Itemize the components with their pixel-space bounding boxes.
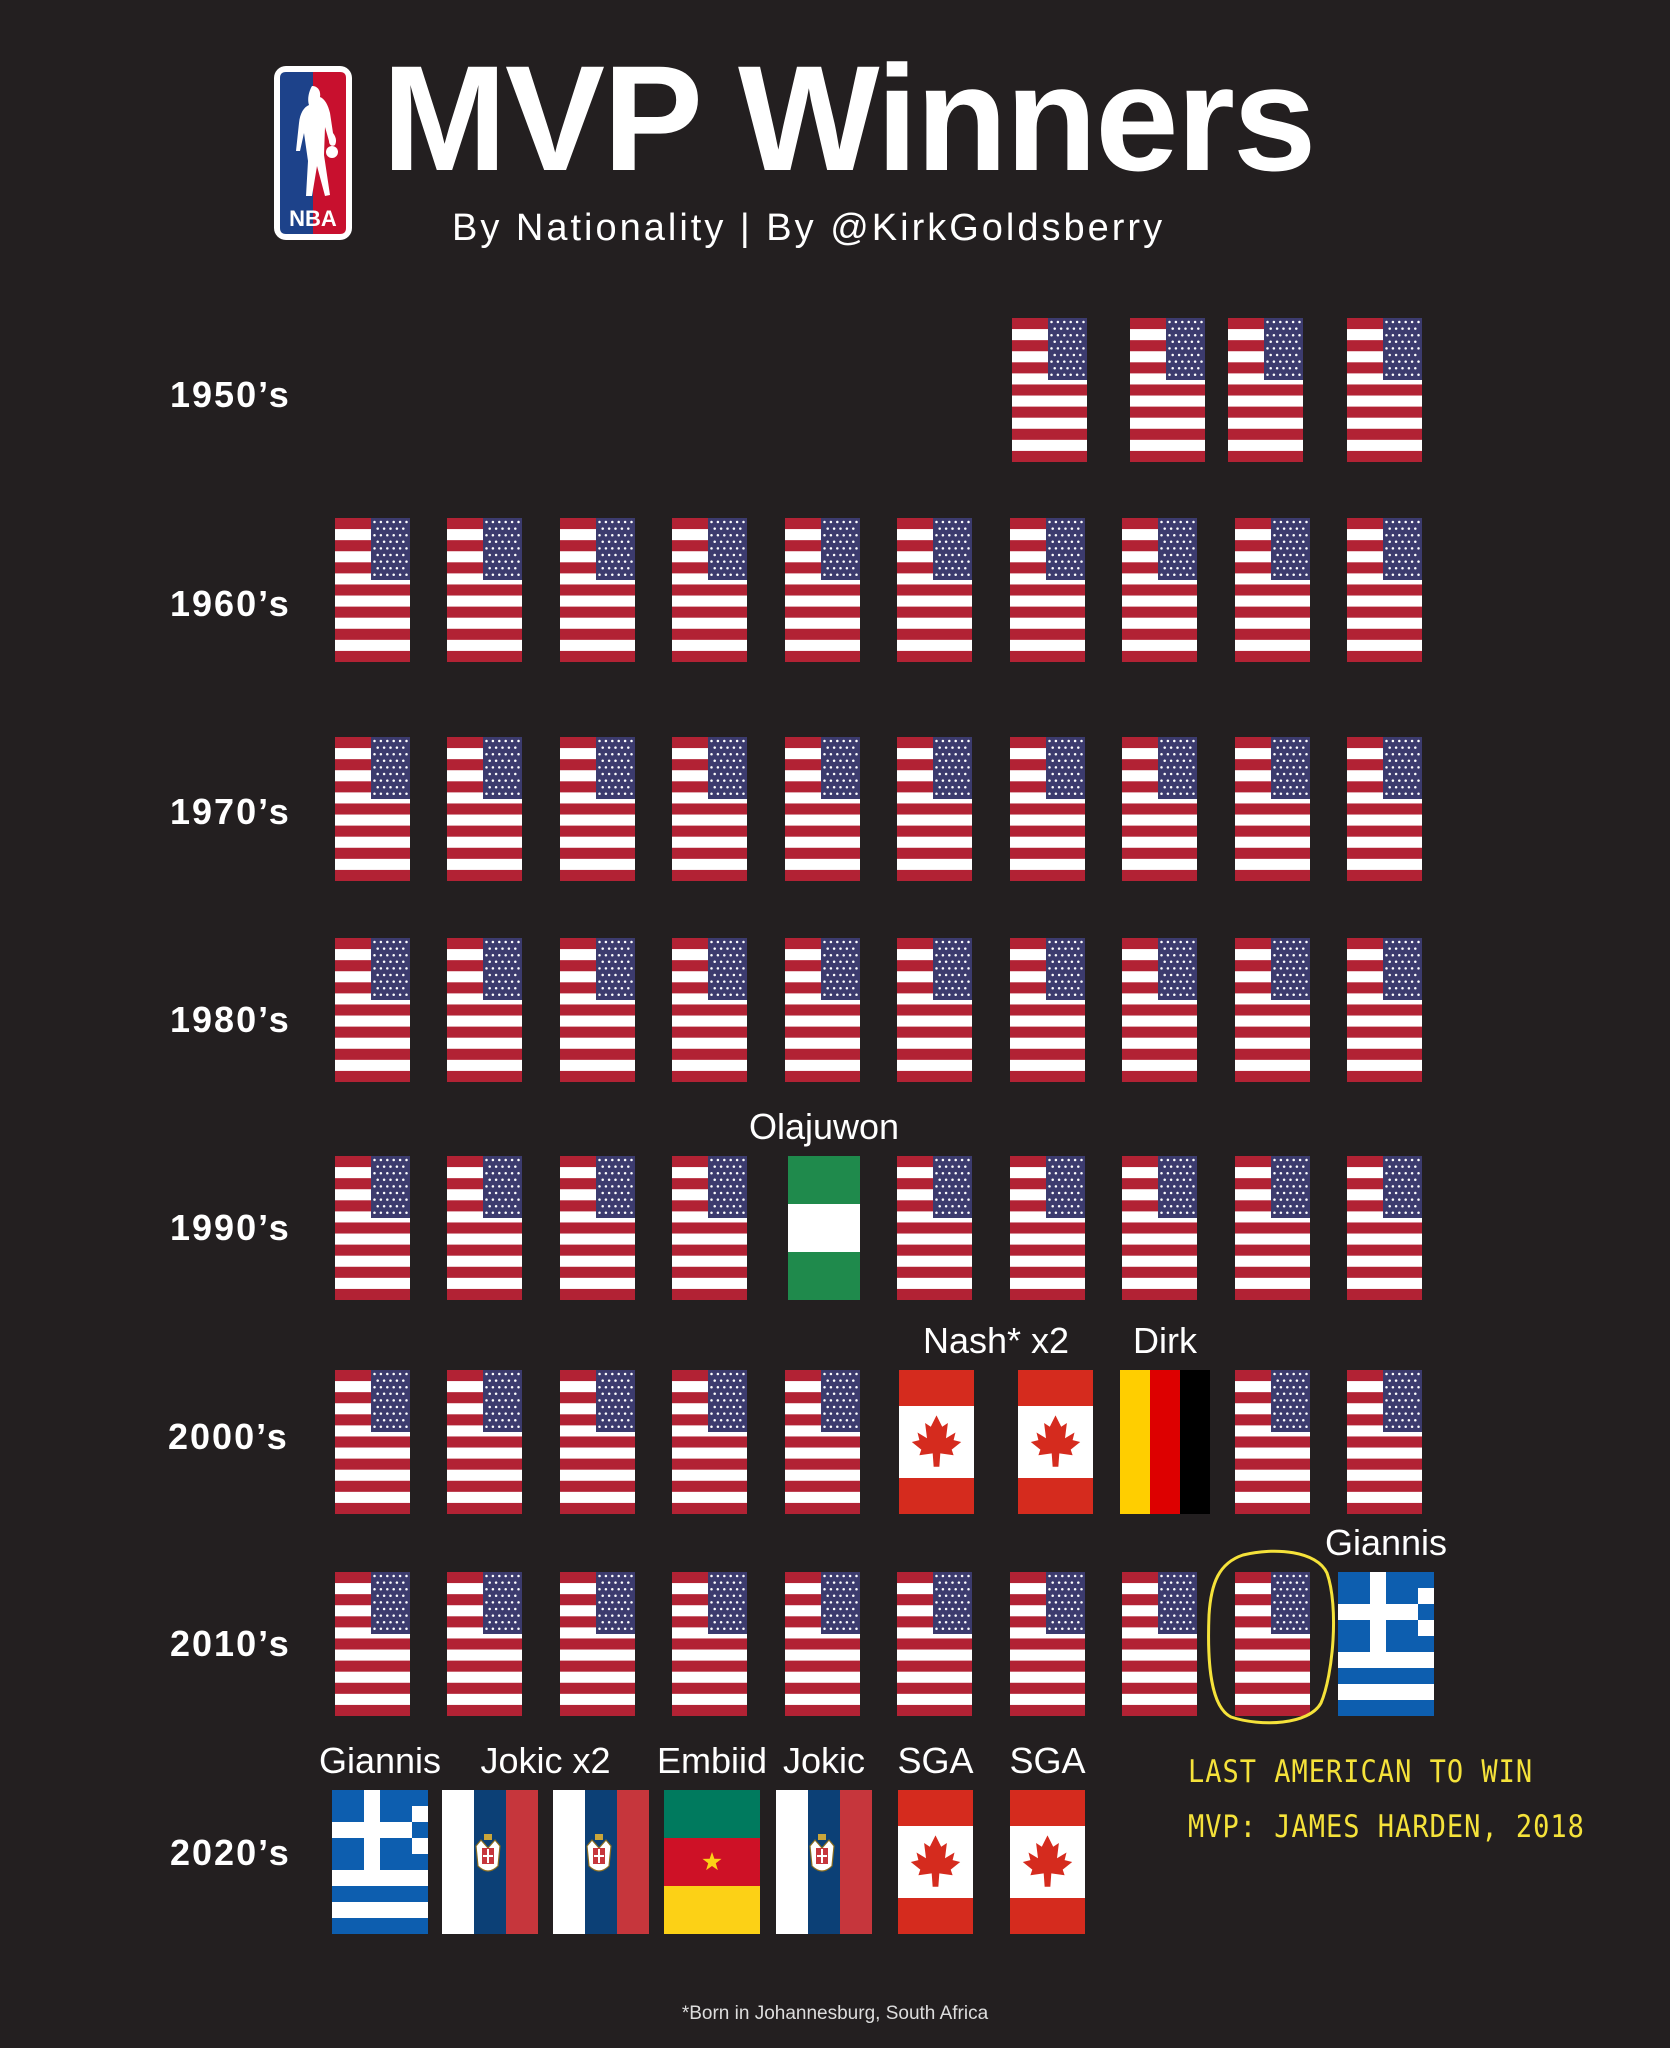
flag-usa — [897, 518, 972, 662]
nba-logo: NBA — [274, 66, 352, 240]
flag-usa — [1347, 318, 1422, 462]
player-label: Olajuwon — [748, 1106, 900, 1147]
page-subtitle: By Nationality | By @KirkGoldsberry — [452, 207, 1166, 249]
flag-usa — [897, 1572, 972, 1716]
flag-usa — [785, 737, 860, 881]
flag-usa — [447, 1156, 522, 1300]
flag-greece — [332, 1790, 428, 1934]
flag-serbia — [553, 1790, 649, 1934]
flag-usa — [1228, 318, 1303, 462]
flag-usa — [1012, 318, 1087, 462]
player-label: Giannis — [318, 1740, 442, 1781]
flag-usa — [1347, 938, 1422, 1082]
flag-canada — [1010, 1790, 1085, 1934]
flag-usa — [560, 518, 635, 662]
flag-usa — [560, 938, 635, 1082]
flag-usa — [447, 1572, 522, 1716]
flag-usa — [672, 1370, 747, 1514]
flag-usa — [672, 1572, 747, 1716]
flag-serbia — [776, 1790, 872, 1934]
flag-usa — [1235, 1572, 1310, 1716]
flag-usa — [335, 938, 410, 1082]
footnote: *Born in Johannesburg, South Africa — [681, 2003, 989, 2024]
flag-usa — [897, 938, 972, 1082]
player-label: Jokic x2 — [480, 1740, 611, 1781]
annotation-line: LAST AMERICAN TO WIN — [1188, 1754, 1534, 1790]
flag-germany — [1120, 1370, 1210, 1514]
flag-usa — [447, 938, 522, 1082]
flag-usa — [672, 1156, 747, 1300]
nba-logo-text: NBA — [289, 206, 337, 231]
flag-usa — [897, 1156, 972, 1300]
flag-canada — [899, 1370, 974, 1514]
flag-canada — [1018, 1370, 1093, 1514]
flag-usa — [785, 1370, 860, 1514]
flag-usa — [1235, 518, 1310, 662]
harden-annotation: LAST AMERICAN TO WIN MVP: JAMES HARDEN, … — [1188, 1745, 1585, 1855]
flag-usa — [1122, 737, 1197, 881]
flag-usa — [560, 737, 635, 881]
player-label: Jokic — [782, 1740, 866, 1781]
player-label: Nash* x2 — [922, 1320, 1070, 1361]
decade-label: 2010’s — [170, 1623, 291, 1664]
flag-usa — [1347, 1156, 1422, 1300]
flag-usa — [785, 938, 860, 1082]
flag-usa — [1347, 737, 1422, 881]
flag-usa — [1122, 1572, 1197, 1716]
flag-usa — [672, 518, 747, 662]
flag-usa — [1235, 1370, 1310, 1514]
page-title: MVP Winners — [382, 34, 1316, 202]
flag-usa — [560, 1572, 635, 1716]
decade-label: 1980’s — [170, 999, 291, 1040]
annotation-line: MVP: JAMES HARDEN, 2018 — [1188, 1809, 1585, 1846]
flag-usa — [447, 1370, 522, 1514]
flag-usa — [560, 1156, 635, 1300]
flag-usa — [785, 518, 860, 662]
flag-nigeria — [788, 1156, 860, 1300]
decade-label: 1960’s — [170, 583, 291, 624]
player-label: Embiid — [656, 1740, 768, 1781]
flag-usa — [1010, 737, 1085, 881]
flag-usa — [1010, 938, 1085, 1082]
flag-canada — [898, 1790, 973, 1934]
flag-usa — [1235, 938, 1310, 1082]
decade-label: 2020’s — [170, 1832, 291, 1873]
player-label: SGA — [1009, 1740, 1086, 1781]
flag-usa — [335, 1156, 410, 1300]
flag-usa — [1122, 1156, 1197, 1300]
flag-usa — [1130, 318, 1205, 462]
player-label: Dirk — [1133, 1320, 1197, 1361]
flag-usa — [1347, 518, 1422, 662]
flag-usa — [447, 518, 522, 662]
flag-usa — [1010, 518, 1085, 662]
flag-usa — [785, 1572, 860, 1716]
flag-usa — [335, 1370, 410, 1514]
flag-cameroon — [664, 1790, 760, 1934]
decade-label: 1950’s — [170, 374, 291, 415]
flag-usa — [560, 1370, 635, 1514]
flag-usa — [1235, 1156, 1310, 1300]
flag-usa — [1122, 938, 1197, 1082]
flag-usa — [1010, 1572, 1085, 1716]
flag-serbia — [442, 1790, 538, 1934]
flag-usa — [335, 1572, 410, 1716]
player-label: Giannis — [1324, 1522, 1448, 1563]
flag-usa — [447, 737, 522, 881]
flag-usa — [335, 518, 410, 662]
flag-usa — [672, 938, 747, 1082]
flag-usa — [897, 737, 972, 881]
flag-usa — [1235, 737, 1310, 881]
decade-label: 2000’s — [168, 1416, 289, 1457]
flag-usa — [1347, 1370, 1422, 1514]
decade-label: 1990’s — [170, 1207, 291, 1248]
flag-greece — [1338, 1572, 1434, 1716]
flag-usa — [1122, 518, 1197, 662]
highlight-circle — [1207, 1549, 1335, 1725]
flag-usa — [1010, 1156, 1085, 1300]
flag-usa — [672, 737, 747, 881]
player-label: SGA — [897, 1740, 974, 1781]
decade-label: 1970’s — [170, 791, 291, 832]
flag-usa — [335, 737, 410, 881]
